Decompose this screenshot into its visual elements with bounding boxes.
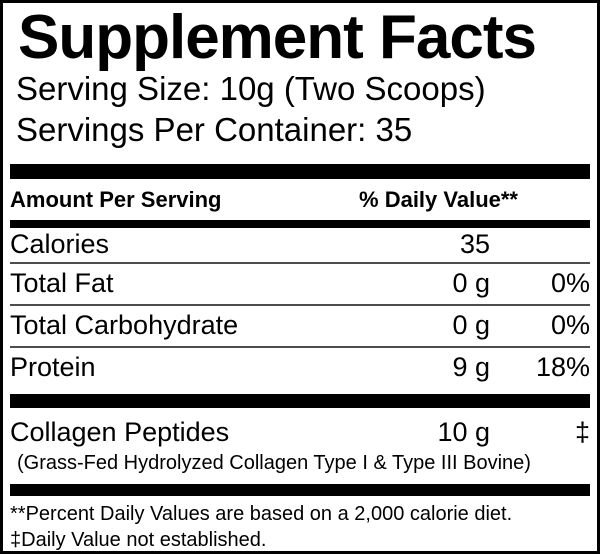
nutrient-name: Calories	[10, 229, 110, 260]
footnote-daily-value-not-established: ‡Daily Value not established.	[10, 529, 267, 552]
nutrient-name: Protein	[10, 352, 96, 383]
medium-divider-header	[10, 219, 590, 228]
thick-divider-footnotes	[10, 483, 590, 496]
column-header-amount: Amount Per Serving	[10, 186, 222, 212]
nutrient-row-calories: Calories 35	[10, 228, 590, 262]
ingredient-row-collagen-peptides: Collagen Peptides 10 g ‡	[10, 408, 590, 448]
ingredient-detail: (Grass-Fed Hydrolyzed Collagen Type I & …	[17, 451, 531, 474]
nutrient-amount: 35	[459, 229, 490, 260]
column-header-daily-value: % Daily Value**	[359, 186, 518, 212]
nutrient-row-protein: Protein 9 g 18%	[10, 345, 590, 388]
column-header-row: Amount Per Serving % Daily Value**	[10, 179, 590, 220]
nutrient-daily-value: 18%	[535, 352, 590, 383]
nutrient-name: Total Carbohydrate	[10, 310, 239, 341]
ingredient-amount: 10 g	[437, 416, 490, 447]
nutrient-amount: 0 g	[452, 310, 490, 341]
nutrient-amount: 9 g	[452, 352, 490, 383]
nutrient-amount: 0 g	[452, 268, 490, 299]
nutrient-daily-value: 0%	[550, 310, 590, 341]
nutrient-row-total-fat: Total Fat 0 g 0%	[10, 261, 590, 304]
servings-per-container-text: Servings Per Container: 35	[16, 110, 413, 148]
serving-size-text: Serving Size: 10g (Two Scoops)	[16, 70, 486, 107]
thick-divider-top	[10, 163, 590, 179]
footnotes: **Percent Daily Values are based on a 2,…	[10, 501, 590, 552]
label-title: Supplement Facts	[18, 3, 537, 72]
nutrient-name: Total Fat	[10, 268, 114, 299]
thick-divider-ingredient	[10, 393, 590, 408]
nutrient-rows: Calories 35 Total Fat 0 g 0% Total Carbo…	[10, 228, 590, 388]
nutrient-daily-value: 0%	[550, 268, 590, 299]
footnote-percent-daily-values: **Percent Daily Values are based on a 2,…	[10, 502, 513, 525]
ingredient-name: Collagen Peptides	[10, 416, 230, 447]
ingredient-daily-value-dagger: ‡	[574, 416, 590, 447]
nutrient-row-total-carbohydrate: Total Carbohydrate 0 g 0%	[10, 303, 590, 346]
